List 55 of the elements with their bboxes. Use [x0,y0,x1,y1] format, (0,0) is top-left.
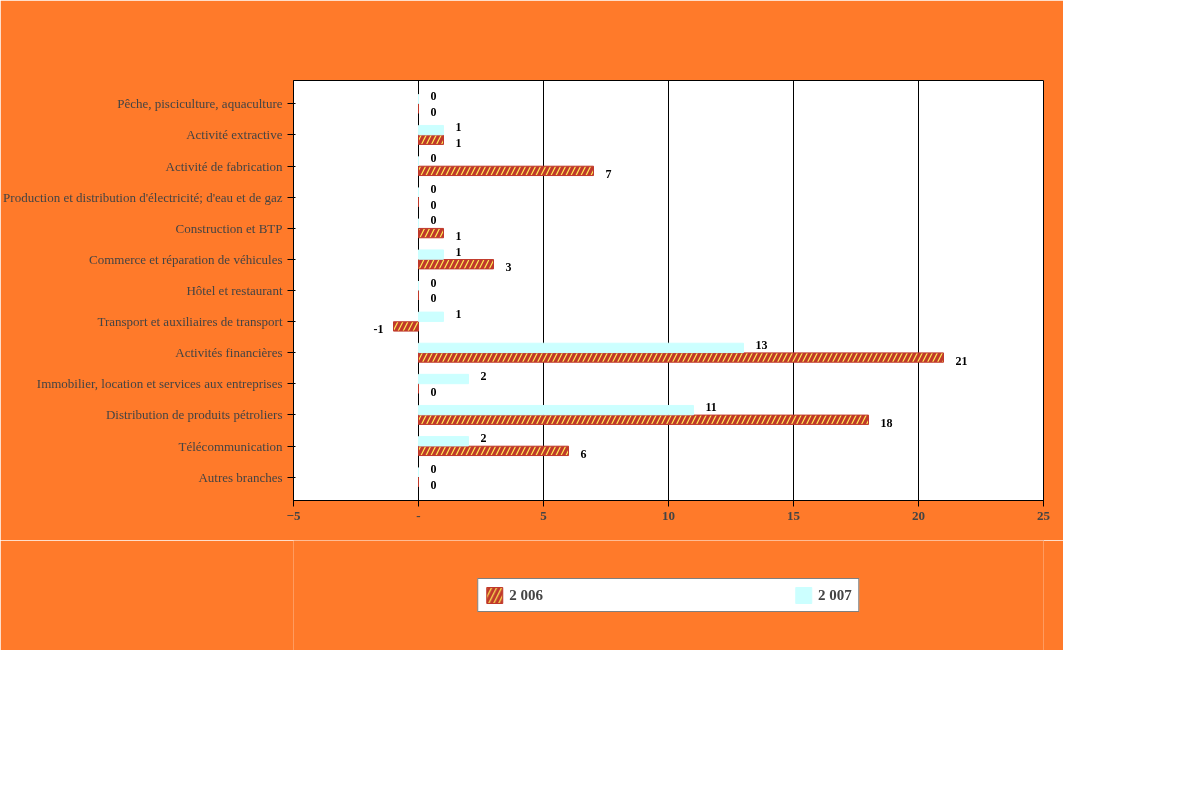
data-label: 0 [430,182,437,197]
y-tick-label: Pêche, pisciculture, aquaculture [117,96,283,112]
x-tick-label: 5 [540,507,548,523]
data-label: 0 [430,384,437,399]
x-tick-label: 25 [1037,507,1051,523]
legend-label: 2 006 [509,586,543,604]
data-label: 0 [430,213,437,228]
data-label: 11 [705,400,717,415]
y-tick-label: Distribution de produits pétroliers [105,407,283,423]
data-label: 1 [455,229,462,244]
data-label: 1 [455,120,462,135]
y-tick-label: Commerce et réparation de véhicules [89,251,283,267]
data-label: 2 [480,431,487,446]
y-tick-label: Activité de fabrication [165,158,283,174]
x-tick-label: −5 [286,507,301,523]
bar [418,124,444,136]
bar [418,404,694,416]
data-label: 0 [430,151,437,166]
data-label: 1 [455,306,462,321]
data-label: 0 [430,275,437,290]
y-tick-label: Hôtel et restaurant [186,283,283,298]
data-label: 1 [455,135,462,150]
bar [418,342,744,354]
y-tick-label: Construction et BTP [175,220,283,236]
data-label: 7 [605,166,612,181]
data-label: 0 [430,291,437,306]
data-label: 0 [430,197,437,212]
y-tick-label: Activités financières [175,345,283,361]
y-tick-label: Activité extractive [186,127,283,143]
data-label: 18 [880,415,893,430]
bar [418,249,444,260]
data-label: -1 [373,322,384,337]
data-label: 13 [755,337,768,352]
data-label: 0 [430,462,437,477]
x-tick-label: 20 [912,507,925,523]
y-tick-label: Télécommunication [178,438,283,454]
data-label: 3 [505,260,512,275]
y-tick-label: Production et distribution d'électricité; d'eau et de gaz [3,189,283,205]
data-label: 6 [580,446,587,461]
x-tick-label: - [416,507,421,523]
legend-label: 2 007 [818,586,852,604]
data-label: 2 [480,369,487,384]
data-label: 1 [455,244,462,259]
bar [418,311,444,322]
x-tick-label: 15 [787,507,801,523]
y-tick-label: Autres branches [198,469,283,485]
data-label: 21 [955,353,968,368]
x-tick-label: 10 [662,507,675,523]
data-label: 0 [430,89,437,104]
bar [418,373,469,385]
bar [418,436,469,447]
data-label: 0 [430,477,437,492]
data-label: 0 [430,104,437,119]
y-tick-label: Transport et auxiliaires de transport [97,314,283,330]
y-tick-label: Immobilier, location et services aux entreprises [36,376,283,392]
